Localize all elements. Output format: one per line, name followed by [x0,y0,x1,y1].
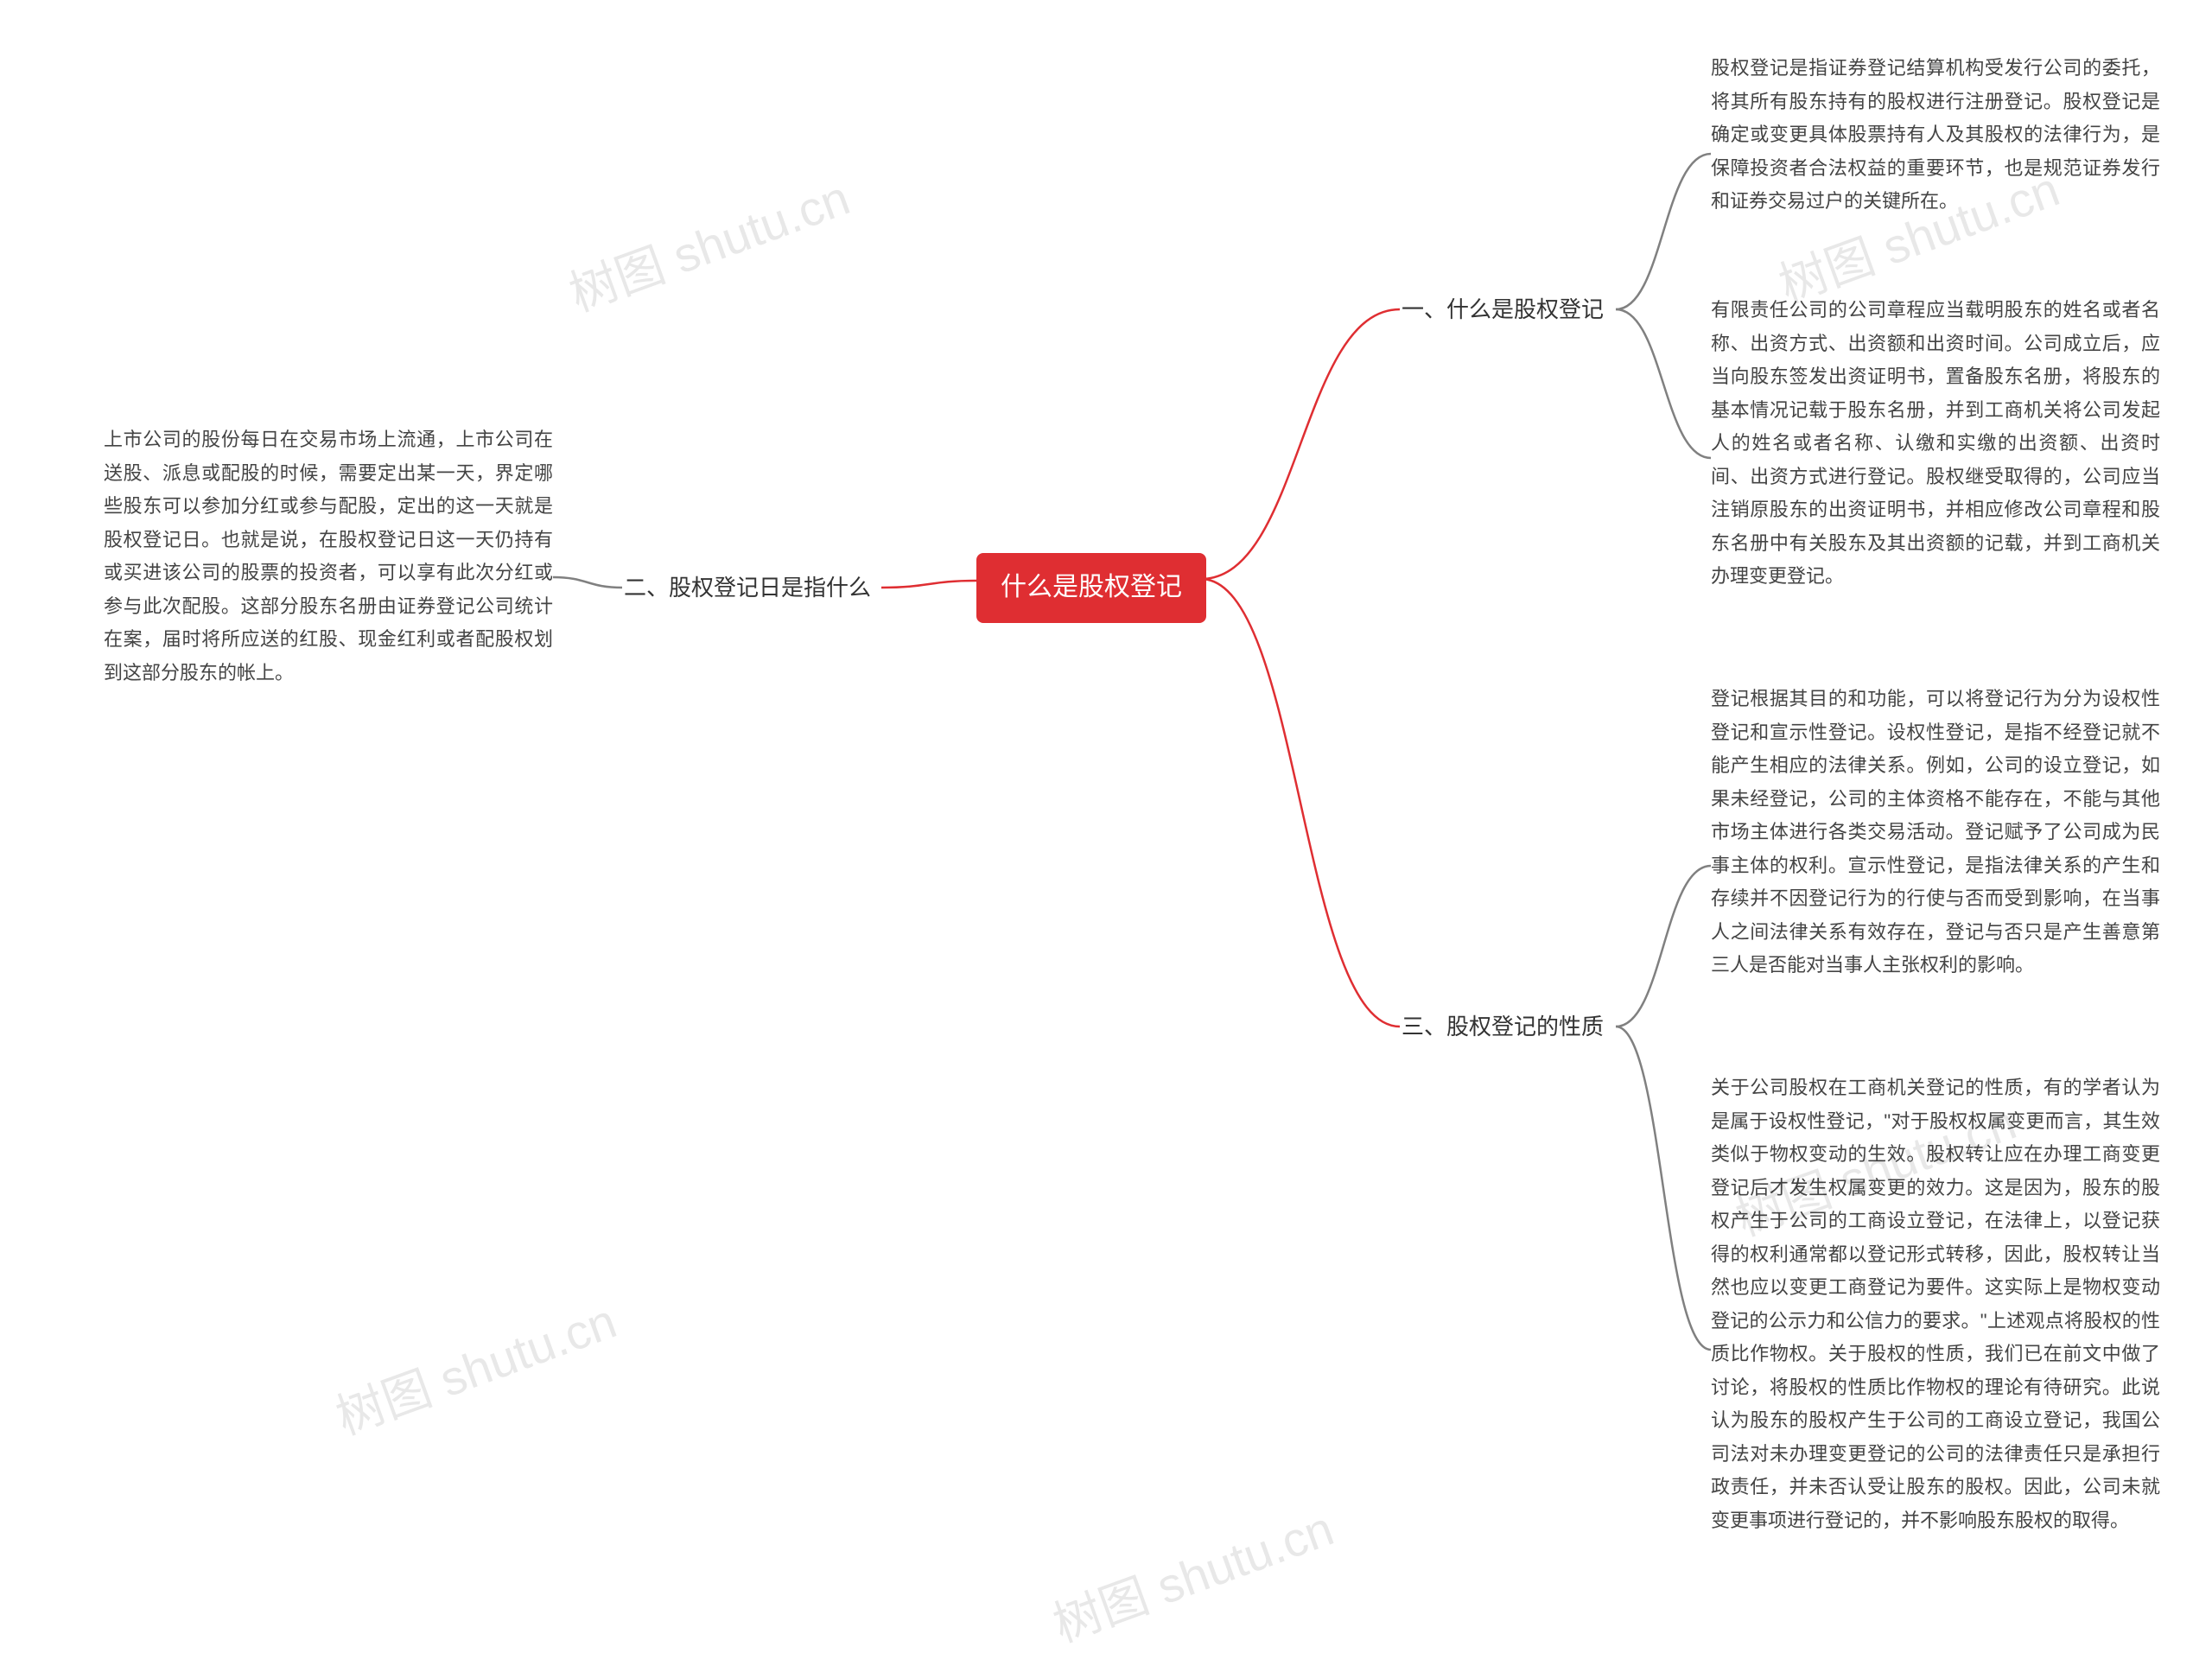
branch-node-2[interactable]: 二、股权登记日是指什么 [622,563,873,613]
watermark: 树图 shutu.cn [558,159,858,325]
leaf-node-3-2: 关于公司股权在工商机关登记的性质，有的学者认为是属于设权性登记，"对于股权权属变… [1711,1071,2160,1537]
watermark: 树图 shutu.cn [1042,1490,1342,1656]
branch-node-1[interactable]: 一、什么是股权登记 [1400,285,1605,335]
leaf-node-2-1: 上市公司的股份每日在交易市场上流通，上市公司在送股、派息或配股的时候，需要定出某… [104,423,553,690]
branch-node-3[interactable]: 三、股权登记的性质 [1400,1002,1605,1052]
leaf-node-1-2: 有限责任公司的公司章程应当载明股东的姓名或者名称、出资方式、出资额和出资时间。公… [1711,294,2160,594]
leaf-node-1-1: 股权登记是指证券登记结算机构受发行公司的委托，将其所有股东持有的股权进行注册登记… [1711,52,2160,219]
leaf-node-3-1: 登记根据其目的和功能，可以将登记行为分为设权性登记和宣示性登记。设权性登记，是指… [1711,683,2160,982]
root-node[interactable]: 什么是股权登记 [976,553,1206,623]
watermark: 树图 shutu.cn [325,1282,625,1448]
